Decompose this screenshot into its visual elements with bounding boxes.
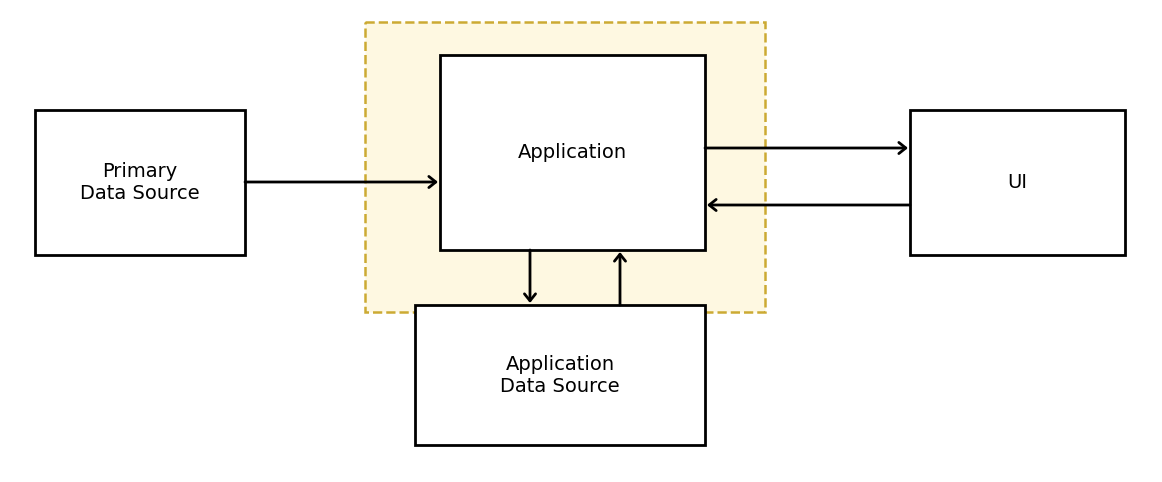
Text: Application
Data Source: Application Data Source bbox=[500, 354, 619, 396]
Text: UI: UI bbox=[1007, 173, 1027, 192]
Text: Application: Application bbox=[518, 143, 627, 162]
Bar bbox=[35, 110, 245, 255]
Bar bbox=[415, 305, 705, 445]
Bar bbox=[910, 110, 1125, 255]
Bar bbox=[440, 55, 705, 250]
Text: Primary
Data Source: Primary Data Source bbox=[80, 162, 200, 203]
Bar bbox=[365, 22, 765, 312]
